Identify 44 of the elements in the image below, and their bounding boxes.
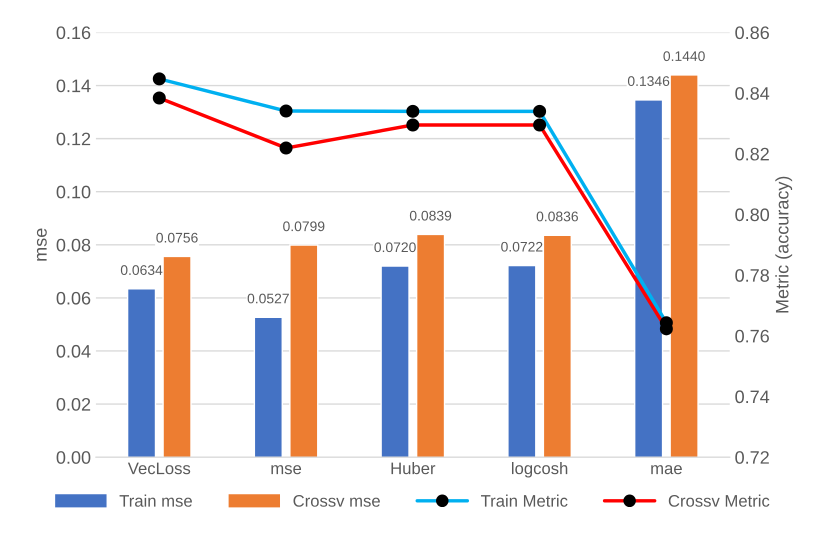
y2-tick-label: 0.74 [735, 390, 770, 404]
y2-tick-label: 0.76 [735, 330, 769, 343]
y-axis-title: mse [36, 228, 47, 261]
data-label: 0.0756 [156, 232, 198, 243]
legend-label: Crossv mse [293, 495, 380, 507]
y-tick-label: 0.06 [56, 292, 90, 305]
y-tick-label: 0.04 [56, 344, 91, 358]
y-tick-label: 0.02 [56, 398, 90, 411]
y2-tick-label: 0.86 [735, 26, 769, 40]
x-tick-label: logcosh [512, 462, 568, 478]
data-label: 0.0722 [501, 242, 542, 252]
y2-tick-label: 0.78 [735, 269, 769, 282]
data-label: 0.0836 [536, 212, 578, 222]
data-label: 0.0527 [248, 294, 289, 304]
y2-tick-label: 0.80 [735, 208, 770, 222]
x-tick-label: mae [651, 465, 682, 474]
legend-label: Train mse [120, 494, 192, 507]
y-tick-label: 0.08 [56, 238, 90, 252]
data-label: 0.0839 [410, 210, 452, 221]
x-tick-label: Huber [392, 462, 436, 474]
x-tick-label: VecLoss [128, 462, 190, 474]
y-tick-label: 0.16 [56, 26, 90, 40]
data-label: 0.1440 [663, 51, 705, 62]
bar [162, 256, 192, 458]
data-label: 0.0720 [374, 242, 416, 252]
y2-tick-label: 0.72 [735, 451, 769, 464]
legend-label: Crossv Metric [668, 494, 770, 507]
data-label: 0.0799 [283, 221, 324, 232]
x-tick-label: mse [271, 465, 302, 474]
y2-tick-label: 0.82 [735, 148, 769, 161]
bar [380, 265, 410, 458]
y-tick-label: 0.10 [56, 186, 90, 198]
y2-tick-label: 0.84 [735, 87, 770, 100]
bar [126, 288, 156, 458]
y-tick-label: 0.12 [56, 132, 90, 146]
y-tick-label: 0.14 [56, 79, 91, 92]
data-label: 0.0634 [120, 265, 162, 276]
legend-label: Train Metric [480, 494, 568, 507]
bar [507, 264, 536, 458]
y-tick-label: 0.00 [56, 451, 90, 464]
y2-axis-title: Metric (accuracy) [775, 176, 792, 313]
bar [634, 99, 664, 458]
bar [254, 316, 283, 458]
data-label: 0.1346 [628, 76, 670, 86]
